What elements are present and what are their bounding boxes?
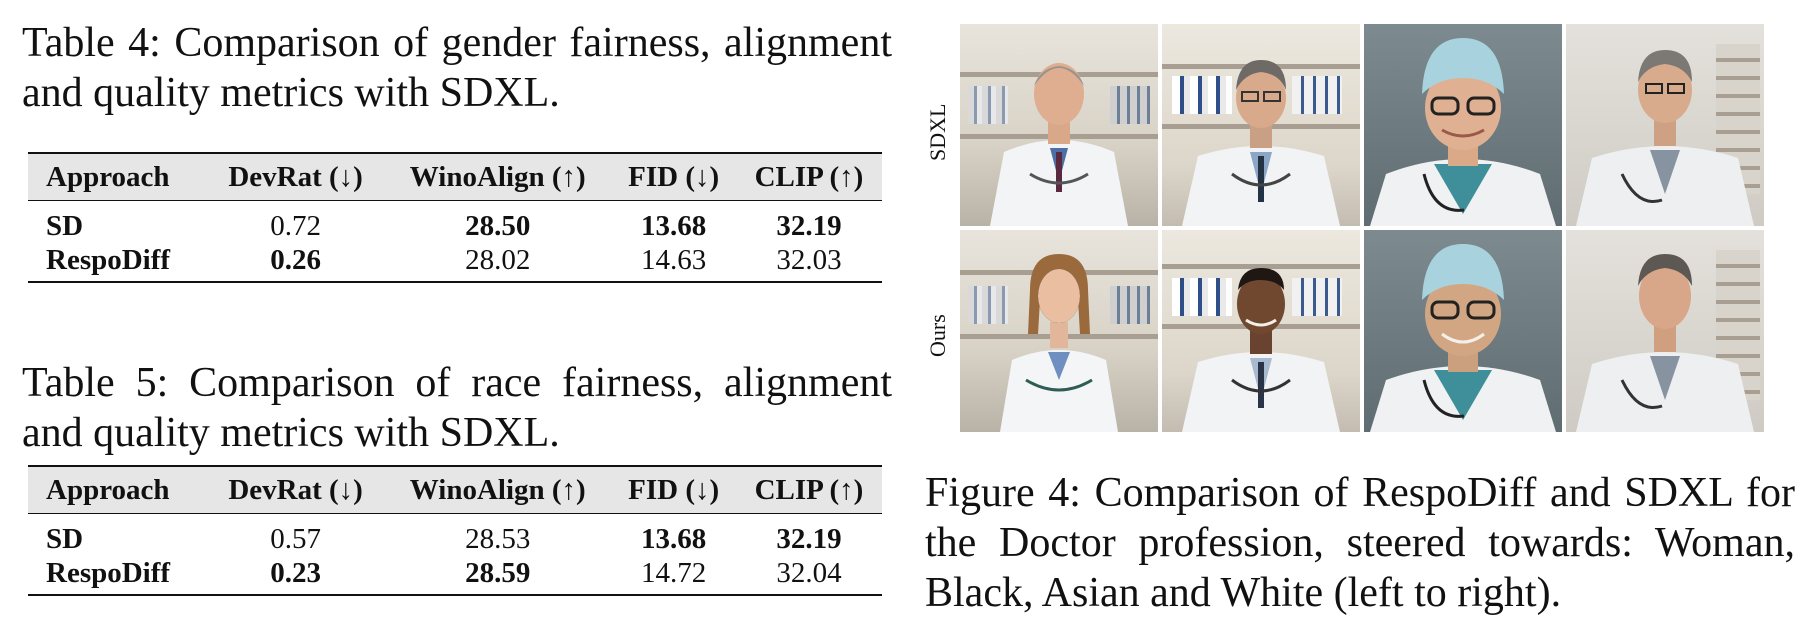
header-winoalign: WinoAlign (↑) (384, 465, 612, 514)
header-devrat: DevRat (↓) (207, 465, 385, 514)
doctor-image (960, 230, 1158, 432)
doctor-image (1566, 230, 1764, 432)
table-5: Approach DevRat (↓) WinoAlign (↑) FID (↓… (28, 465, 882, 596)
doctor-image (1162, 230, 1360, 432)
cell-fid: 14.72 (611, 556, 736, 596)
header-approach: Approach (28, 465, 208, 514)
cell-devrat: 0.26 (207, 243, 385, 283)
header-fid: FID (↓) (611, 152, 736, 201)
figure-4-caption: Figure 4: Comparison of RespoDiff and SD… (925, 470, 1795, 616)
cell-clip: 32.19 (776, 209, 842, 242)
cell-approach: SD (46, 522, 84, 555)
cell-approach: SD (46, 209, 84, 242)
doctor-image (1364, 230, 1562, 432)
cell-devrat: 0.57 (270, 522, 321, 555)
table-header-row: Approach DevRat (↓) WinoAlign (↑) FID (↓… (28, 152, 882, 201)
header-devrat: DevRat (↓) (207, 152, 385, 201)
cell-approach: RespoDiff (28, 556, 208, 596)
cell-winoalign: 28.50 (465, 209, 531, 242)
table-header-row: Approach DevRat (↓) WinoAlign (↑) FID (↓… (28, 465, 882, 514)
cell-fid: 13.68 (641, 209, 707, 242)
cell-fid: 14.63 (611, 243, 736, 283)
cell-devrat: 0.72 (270, 209, 321, 242)
header-approach: Approach (28, 152, 208, 201)
doctor-image (1364, 24, 1562, 226)
cell-winoalign: 28.02 (384, 243, 612, 283)
header-fid: FID (↓) (611, 465, 736, 514)
table-4: Approach DevRat (↓) WinoAlign (↑) FID (↓… (28, 152, 882, 283)
table-row: SD 0.72 28.50 13.68 32.19 (28, 201, 882, 244)
table-row: RespoDiff 0.23 28.59 14.72 32.04 (28, 556, 882, 596)
cell-fid: 13.68 (641, 522, 707, 555)
row-label-sdxl: SDXL (925, 103, 950, 161)
cell-clip: 32.04 (735, 556, 882, 596)
header-clip: CLIP (↑) (735, 152, 882, 201)
doctor-image (1162, 24, 1360, 226)
cell-clip: 32.03 (735, 243, 882, 283)
row-label-ours: Ours (925, 314, 950, 357)
header-winoalign: WinoAlign (↑) (384, 152, 612, 201)
doctor-image (1566, 24, 1764, 226)
table-4-caption: Table 4: Comparison of gender fairness, … (22, 20, 892, 116)
cell-devrat: 0.23 (207, 556, 385, 596)
cell-winoalign: 28.53 (465, 522, 531, 555)
table-5-caption: Table 5: Comparison of race fairness, al… (22, 360, 892, 456)
table-row: RespoDiff 0.26 28.02 14.63 32.03 (28, 243, 882, 283)
figure-4-image-grid (960, 24, 1764, 436)
doctor-image (960, 24, 1158, 226)
table-row: SD 0.57 28.53 13.68 32.19 (28, 514, 882, 557)
cell-winoalign: 28.59 (384, 556, 612, 596)
cell-clip: 32.19 (776, 522, 842, 555)
header-clip: CLIP (↑) (735, 465, 882, 514)
cell-approach: RespoDiff (28, 243, 208, 283)
